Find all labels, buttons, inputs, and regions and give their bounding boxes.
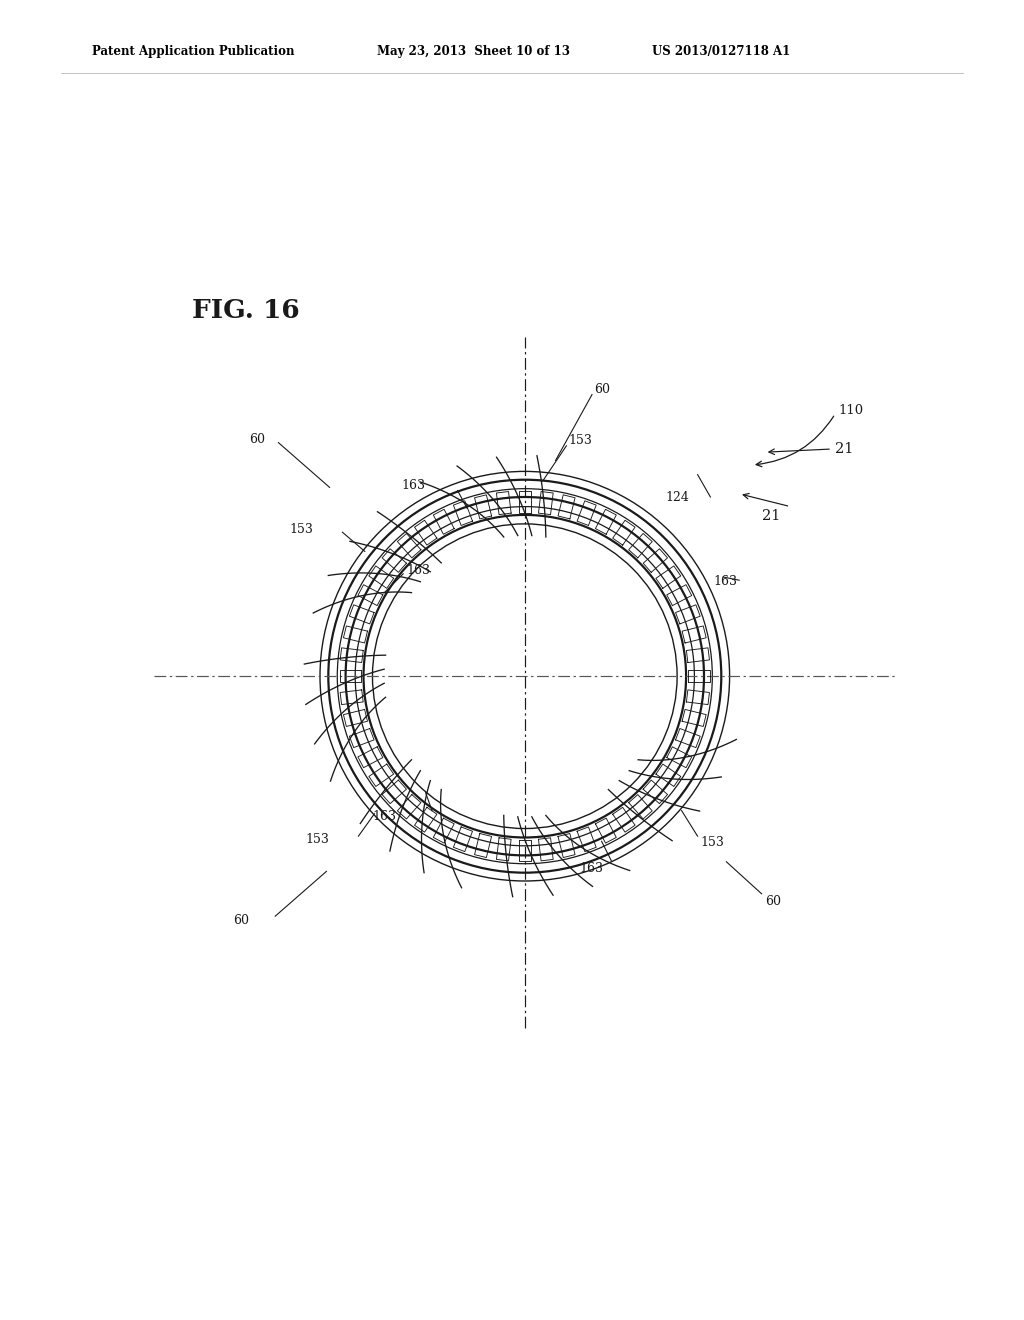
Text: 163: 163	[407, 564, 430, 577]
Text: 153: 153	[568, 434, 592, 447]
Text: 21: 21	[836, 442, 854, 455]
Text: 163: 163	[373, 810, 396, 824]
Text: 153: 153	[290, 523, 313, 536]
Text: 60: 60	[594, 383, 610, 396]
Text: 153: 153	[306, 833, 330, 846]
Text: 60: 60	[765, 895, 780, 908]
Text: FIG. 16: FIG. 16	[191, 298, 300, 323]
Text: US 2013/0127118 A1: US 2013/0127118 A1	[652, 45, 791, 58]
Text: 163: 163	[401, 479, 426, 492]
Text: 21: 21	[762, 510, 780, 523]
Text: 163: 163	[580, 862, 603, 875]
Text: 124: 124	[666, 491, 689, 503]
Text: May 23, 2013  Sheet 10 of 13: May 23, 2013 Sheet 10 of 13	[377, 45, 569, 58]
Text: 153: 153	[700, 836, 725, 849]
Text: 60: 60	[250, 433, 265, 446]
Text: 110: 110	[839, 404, 863, 417]
Text: Patent Application Publication: Patent Application Publication	[92, 45, 295, 58]
Text: 163: 163	[714, 576, 737, 587]
Text: 60: 60	[233, 915, 250, 927]
